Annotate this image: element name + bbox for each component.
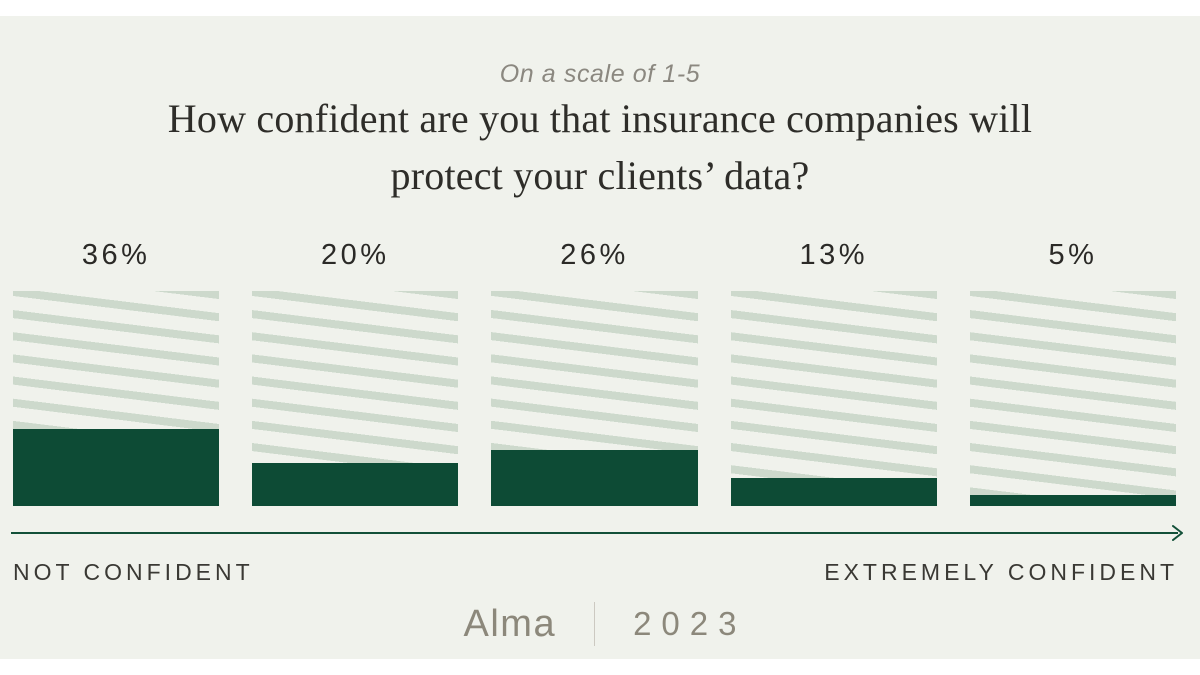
footer: Alma 2023 [0, 602, 1200, 646]
bar-value-label: 5% [1048, 239, 1098, 271]
bar-value-labels-row: 36% 20% 26% 13% 5% [13, 238, 1176, 272]
chart-title-line-1: How confident are you that insurance com… [167, 96, 1033, 141]
footer-divider [594, 602, 596, 646]
footer-year: 2023 [633, 605, 747, 642]
chart-subtitle: On a scale of 1-5 [499, 60, 701, 88]
arrow-right-icon [1172, 524, 1184, 542]
bar-value-label: 36% [81, 239, 151, 271]
bar-fill [730, 478, 937, 506]
bar-value-label: 26% [560, 239, 629, 271]
bar-fill [13, 428, 220, 506]
bar-fill [252, 463, 459, 506]
bar-fill [969, 495, 1177, 506]
bar-column-track [252, 291, 459, 506]
bar-columns-row [13, 291, 1177, 506]
chart-title-line-2: protect your clients’ data? [390, 153, 810, 198]
bar-column-track [730, 291, 937, 506]
axis-label-extremely-confident: EXTREMELY CONFIDENT [824, 559, 1178, 585]
chart-title: How confident are you that insurance com… [0, 90, 1200, 204]
bar-column-track [13, 291, 220, 506]
card-background: On a scale of 1-5 How confident are you … [0, 16, 1200, 659]
x-axis-arrow-line [11, 532, 1178, 534]
alma-logo: Alma [463, 602, 557, 645]
bar-value-label: 13% [799, 239, 868, 271]
bar-column-track [491, 291, 698, 506]
bar-fill [491, 450, 698, 506]
axis-label-not-confident: NOT CONFIDENT [13, 559, 254, 585]
bar-column-track [969, 291, 1177, 506]
bar-value-label: 20% [321, 239, 390, 271]
